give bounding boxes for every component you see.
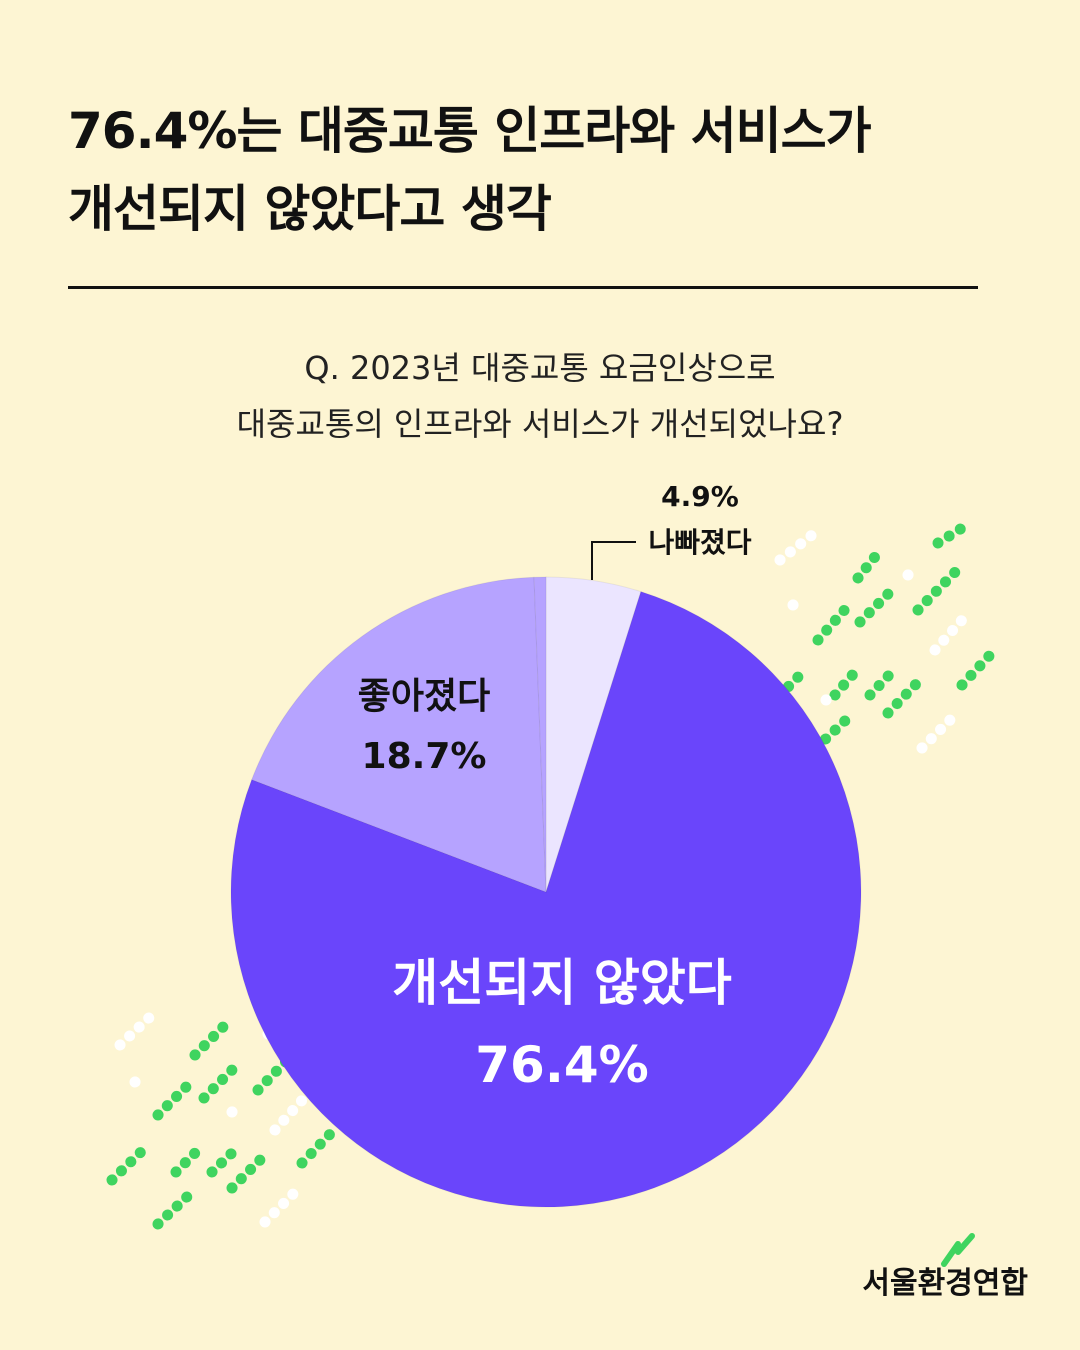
slice-label-main: 개선되지 않았다 [392, 954, 731, 1012]
pie-slice [545, 576, 642, 893]
decoration-dot-streak [129, 1070, 148, 1088]
question-line-2: 대중교통의 인프라와 서비스가 개선되었나요? [236, 405, 844, 443]
decoration-dot-streak [902, 565, 918, 581]
logo-mark [941, 1241, 961, 1267]
brand-logo: 서울환경연합 [862, 1266, 1028, 1301]
decoration-dot-streak [882, 676, 924, 719]
decoration-dot-streak [206, 1144, 241, 1178]
decoration-dot-streak [820, 690, 836, 706]
decoration-dot-streak [916, 712, 958, 754]
headline-line-1: 76.4%는 대중교통 인프라와 서비스가 [68, 102, 872, 160]
headline: 76.4%는 대중교통 인프라와 서비스가 개선되지 않았다고 생각 [68, 92, 1028, 248]
decoration-dot-streak [810, 712, 854, 754]
decoration-dot-streak [829, 666, 861, 701]
decoration-dot-streak [198, 1061, 241, 1104]
slice-label-bad: 나빠졌다 [648, 526, 751, 559]
headline-line-2: 개선되지 않았다고 생각 [68, 180, 552, 238]
pie-labels: 개선되지 않았다 76.4% 좋아졌다 18.7% 4.9% 나빠졌다 [358, 480, 752, 1094]
decoration-dot-streak [152, 1188, 196, 1230]
pie-slice [230, 591, 862, 1208]
slice-value-bad: 4.9% [661, 480, 739, 513]
slice-value-good: 18.7% [362, 736, 487, 777]
decoration-dot-streak [774, 529, 818, 566]
leader-line [591, 541, 636, 580]
decoration-dot-streak [932, 522, 968, 549]
divider [68, 286, 978, 289]
decoration-dot-streak [956, 649, 996, 691]
pie-slice [251, 576, 547, 893]
survey-question: Q. 2023년 대중교통 요금인상으로 대중교통의 인프라와 서비스가 개선되… [0, 340, 1080, 452]
question-line-1: Q. 2023년 대중교통 요금인상으로 [304, 349, 776, 387]
slice-value-main: 76.4% [475, 1036, 648, 1094]
decoration-dot-streak [864, 666, 898, 701]
decoration-dot-streak [929, 614, 968, 656]
decoration-dot-streak [296, 1126, 338, 1169]
decoration-dot-streak [114, 1009, 158, 1051]
decoration-dot-streak [259, 1186, 301, 1228]
decoration-dot-streak [787, 594, 806, 611]
decoration-dot-streak [106, 1142, 151, 1186]
decoration-dot-streak [170, 1144, 204, 1178]
slice-label-good: 좋아졌다 [358, 676, 490, 717]
decoration-dot-streak [269, 1091, 311, 1136]
dot-decoration [106, 522, 996, 1267]
decoration-dot-streak [152, 1079, 194, 1121]
decoration-dot-streak [852, 542, 888, 584]
decoration-dot-streak [854, 586, 896, 628]
decoration-dot-streak [912, 559, 968, 616]
pie-slices [230, 576, 862, 1208]
pie-slice [533, 576, 547, 893]
decoration-dot-streak [189, 1019, 231, 1061]
decoration-dot-streak [226, 1152, 268, 1194]
logo-mark [955, 1233, 975, 1255]
decoration-dot-streak [812, 600, 854, 646]
decoration-dot-streak [226, 1102, 242, 1118]
